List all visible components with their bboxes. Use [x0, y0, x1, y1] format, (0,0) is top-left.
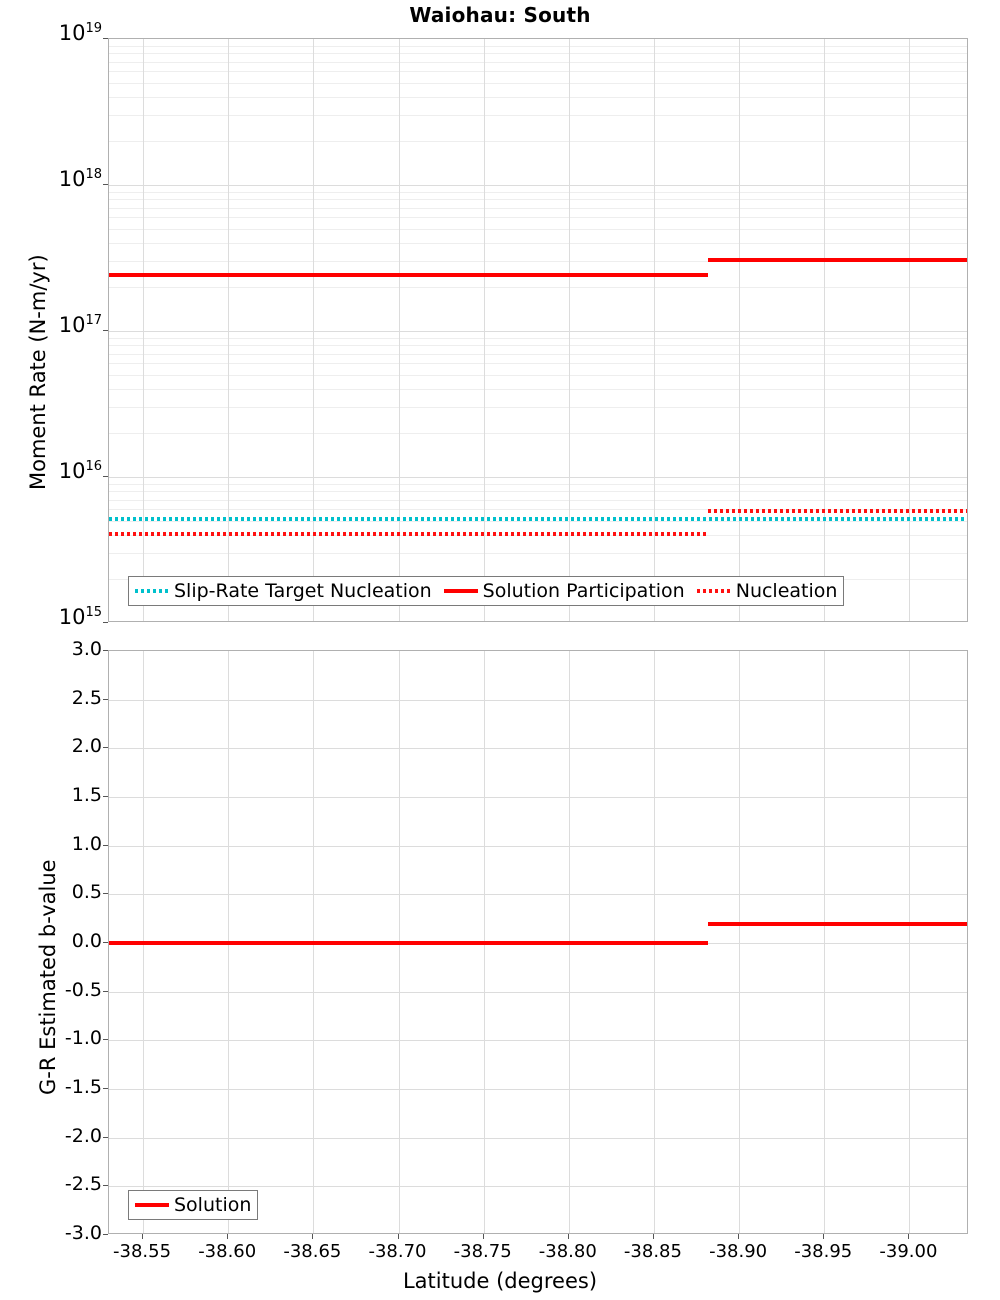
- x-tick-mark: [312, 1234, 313, 1239]
- y-tick-mark: [103, 845, 108, 846]
- y-tick-mark: [103, 796, 108, 797]
- b-value-axis-label: G-R Estimated b-value: [36, 859, 60, 1095]
- b-value-plot-area: [108, 650, 968, 1234]
- y-tick-mark: [103, 38, 108, 39]
- x-tick-label: -39.00: [858, 1241, 958, 1262]
- y-tick-mark: [103, 1039, 108, 1040]
- moment-rate-plot-area: [108, 38, 968, 622]
- legend-line-icon: [444, 589, 478, 593]
- y-tick-label: 1015: [6, 605, 102, 629]
- y-tick-label: 1016: [6, 459, 102, 483]
- x-tick-mark: [568, 1234, 569, 1239]
- legend-item[interactable]: Solution: [135, 1194, 251, 1216]
- y-tick-mark: [103, 1234, 108, 1235]
- legend-label: Solution Participation: [483, 580, 685, 602]
- series-segment: [708, 258, 968, 262]
- y-tick-label: 3.0: [6, 638, 102, 660]
- y-tick-label: 2.5: [6, 687, 102, 709]
- x-tick-mark: [398, 1234, 399, 1239]
- y-tick-label: -2.5: [6, 1173, 102, 1195]
- figure-canvas: Waiohau: South 1015 1016 1017 1018 1019 Mome…: [0, 0, 1000, 1300]
- legend-label: Solution: [174, 1194, 251, 1216]
- legend-line-icon: [135, 1203, 169, 1207]
- page-title: Waiohau: South: [0, 3, 1000, 27]
- y-tick-mark: [103, 476, 108, 477]
- moment-rate-legend[interactable]: Slip-Rate Target Nucleation Solution Part…: [128, 576, 844, 606]
- y-tick-label: 1018: [6, 167, 102, 191]
- moment-rate-axis-label: Moment Rate (N-m/yr): [26, 254, 50, 490]
- y-tick-mark: [103, 699, 108, 700]
- y-tick-mark: [103, 650, 108, 651]
- x-tick-mark: [483, 1234, 484, 1239]
- y-tick-mark: [103, 942, 108, 943]
- legend-item[interactable]: Slip-Rate Target Nucleation: [135, 580, 432, 602]
- y-tick-mark: [103, 747, 108, 748]
- y-tick-label: 2.0: [6, 735, 102, 757]
- y-tick-mark: [103, 1137, 108, 1138]
- legend-label: Slip-Rate Target Nucleation: [174, 580, 432, 602]
- y-tick-label: -2.0: [6, 1125, 102, 1147]
- series-segment: [708, 509, 968, 513]
- x-tick-mark: [653, 1234, 654, 1239]
- latitude-axis-label: Latitude (degrees): [0, 1269, 1000, 1293]
- series-segment: [708, 922, 968, 926]
- y-tick-mark: [103, 893, 108, 894]
- y-tick-label: -3.0: [6, 1222, 102, 1244]
- y-tick-label: 1019: [6, 21, 102, 45]
- y-tick-mark: [103, 330, 108, 331]
- x-tick-mark: [142, 1234, 143, 1239]
- x-tick-mark: [227, 1234, 228, 1239]
- legend-line-icon: [135, 589, 169, 593]
- legend-item[interactable]: Nucleation: [697, 580, 838, 602]
- b-value-series-layer: [109, 651, 967, 1233]
- legend-label: Nucleation: [736, 580, 838, 602]
- y-tick-mark: [103, 1088, 108, 1089]
- y-tick-mark: [103, 1185, 108, 1186]
- legend-line-icon: [697, 589, 731, 593]
- series-segment: [109, 517, 968, 521]
- y-tick-mark: [103, 991, 108, 992]
- series-segment: [109, 941, 708, 945]
- y-tick-mark: [103, 622, 108, 623]
- x-tick-mark: [823, 1234, 824, 1239]
- y-tick-label: 1017: [6, 313, 102, 337]
- legend-item[interactable]: Solution Participation: [444, 580, 685, 602]
- y-tick-mark: [103, 184, 108, 185]
- b-value-legend[interactable]: Solution: [128, 1190, 258, 1220]
- series-segment: [109, 532, 708, 536]
- series-segment: [109, 273, 708, 277]
- y-tick-label: 1.0: [6, 833, 102, 855]
- x-tick-mark: [738, 1234, 739, 1239]
- x-tick-mark: [908, 1234, 909, 1239]
- moment-rate-series-layer: [109, 39, 967, 621]
- y-tick-label: 1.5: [6, 784, 102, 806]
